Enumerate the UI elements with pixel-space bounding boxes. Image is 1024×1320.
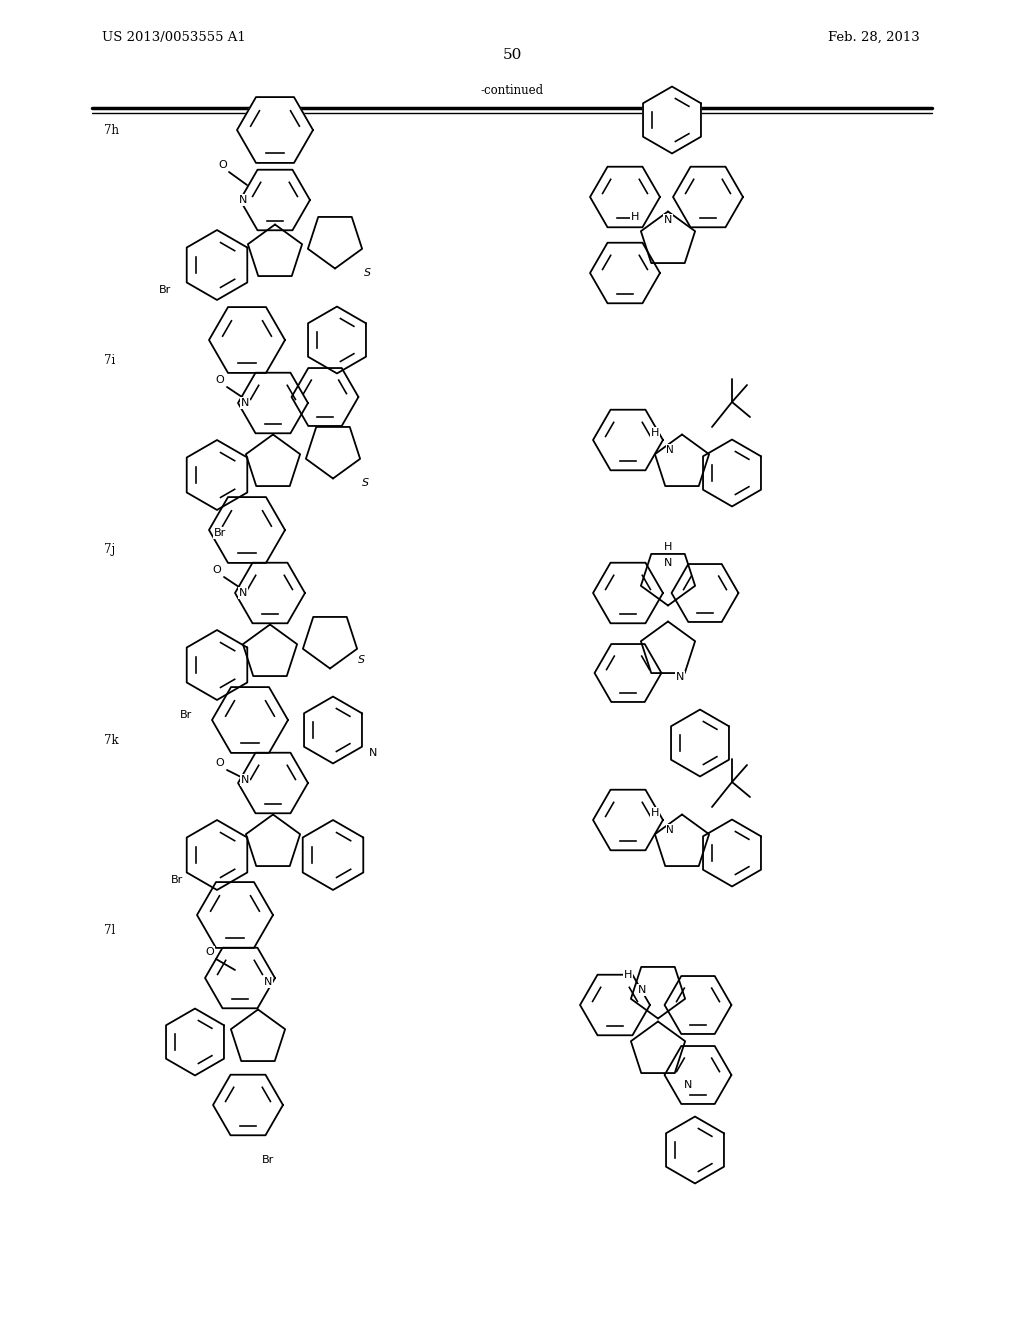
Text: H: H <box>664 543 672 552</box>
Polygon shape <box>237 98 313 162</box>
Text: O: O <box>213 565 221 576</box>
Polygon shape <box>595 644 662 702</box>
Polygon shape <box>666 1117 724 1184</box>
Text: 7j: 7j <box>104 544 115 557</box>
Polygon shape <box>186 230 247 300</box>
Polygon shape <box>236 562 305 623</box>
Text: N: N <box>638 985 646 995</box>
Polygon shape <box>246 814 300 866</box>
Polygon shape <box>655 434 709 486</box>
Text: S: S <box>361 478 369 488</box>
Polygon shape <box>248 224 302 276</box>
Text: 7i: 7i <box>104 354 116 367</box>
Polygon shape <box>243 624 297 676</box>
Text: O: O <box>216 758 224 768</box>
Text: S: S <box>365 268 372 279</box>
Polygon shape <box>166 1008 224 1076</box>
Polygon shape <box>238 372 308 433</box>
Text: O: O <box>206 946 214 957</box>
Polygon shape <box>641 622 695 673</box>
Text: N: N <box>241 399 249 408</box>
Polygon shape <box>641 211 695 263</box>
Polygon shape <box>308 216 362 268</box>
Text: Br: Br <box>171 875 183 884</box>
Polygon shape <box>672 564 738 622</box>
Text: N: N <box>369 748 377 758</box>
Polygon shape <box>186 630 247 700</box>
Polygon shape <box>703 820 761 887</box>
Text: N: N <box>684 1080 692 1090</box>
Text: 7h: 7h <box>104 124 119 136</box>
Text: O: O <box>216 375 224 385</box>
Polygon shape <box>303 820 364 890</box>
Polygon shape <box>631 1022 685 1073</box>
Text: H: H <box>651 808 659 818</box>
Polygon shape <box>631 968 685 1019</box>
Polygon shape <box>240 170 310 230</box>
Text: N: N <box>264 977 272 987</box>
Text: N: N <box>239 587 247 598</box>
Polygon shape <box>673 166 743 227</box>
Polygon shape <box>186 440 247 510</box>
Text: Feb. 28, 2013: Feb. 28, 2013 <box>828 30 920 44</box>
Polygon shape <box>671 710 729 776</box>
Polygon shape <box>230 1010 285 1061</box>
Polygon shape <box>304 697 361 763</box>
Polygon shape <box>593 562 663 623</box>
Text: -continued: -continued <box>480 83 544 96</box>
Polygon shape <box>209 308 285 374</box>
Polygon shape <box>665 1045 731 1104</box>
Polygon shape <box>655 814 709 866</box>
Text: Br: Br <box>180 710 193 719</box>
Polygon shape <box>308 306 366 374</box>
Text: N: N <box>241 775 249 785</box>
Polygon shape <box>593 409 663 470</box>
Text: US 2013/0053555 A1: US 2013/0053555 A1 <box>102 30 246 44</box>
Text: 7k: 7k <box>104 734 119 747</box>
Text: S: S <box>358 655 366 665</box>
Text: N: N <box>676 672 684 682</box>
Text: 7l: 7l <box>104 924 116 936</box>
Text: O: O <box>219 160 227 170</box>
Polygon shape <box>238 752 308 813</box>
Polygon shape <box>590 166 659 227</box>
Text: Br: Br <box>214 528 226 539</box>
Polygon shape <box>213 1074 283 1135</box>
Polygon shape <box>306 426 360 479</box>
Polygon shape <box>197 882 273 948</box>
Text: H: H <box>651 428 659 438</box>
Text: N: N <box>239 195 247 205</box>
Text: Br: Br <box>262 1155 274 1166</box>
Polygon shape <box>593 789 663 850</box>
Polygon shape <box>246 434 300 486</box>
Text: N: N <box>664 215 672 224</box>
Polygon shape <box>580 974 650 1035</box>
Polygon shape <box>205 948 275 1008</box>
Polygon shape <box>665 975 731 1034</box>
Polygon shape <box>186 820 247 890</box>
Polygon shape <box>209 498 285 562</box>
Polygon shape <box>303 616 357 668</box>
Polygon shape <box>292 368 358 426</box>
Polygon shape <box>643 87 701 153</box>
Text: N: N <box>667 825 674 836</box>
Polygon shape <box>703 440 761 507</box>
Polygon shape <box>212 688 288 752</box>
Text: 50: 50 <box>503 48 521 62</box>
Text: N: N <box>664 558 672 568</box>
Polygon shape <box>641 554 695 606</box>
Text: H: H <box>624 970 632 979</box>
Polygon shape <box>590 243 659 304</box>
Text: H: H <box>631 213 639 222</box>
Text: N: N <box>667 445 674 455</box>
Text: Br: Br <box>159 285 171 294</box>
